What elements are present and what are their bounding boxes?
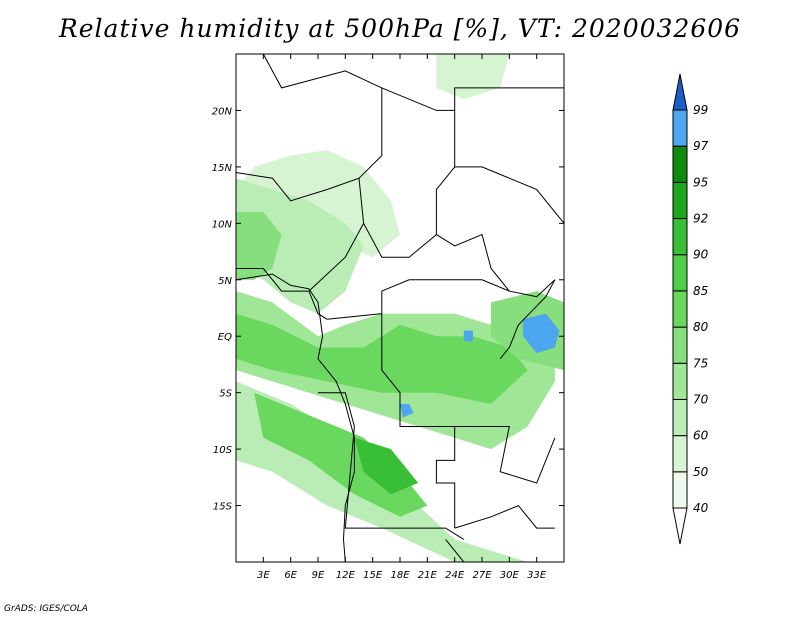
grads-credit: GrADS: IGES/COLA: [4, 604, 88, 614]
colorbar-swatch: [672, 398, 688, 437]
lon-tick-label: 12E: [336, 570, 356, 581]
colorbar: 40 50 60 70 75 80 85 90 92 95 97 99: [672, 73, 709, 545]
colorbar-swatch: [672, 471, 688, 509]
rh-lake-victoria: [523, 313, 560, 354]
colorbar-label: 97: [693, 139, 709, 153]
colorbar-label: 92: [693, 212, 708, 226]
colorbar-label: 60: [693, 429, 709, 443]
map-title: Relative humidity at 500hPa [%], VT: 202…: [58, 14, 742, 43]
lat-tick-label: 5N: [218, 276, 232, 287]
border-line-0: [262, 54, 383, 89]
border-line-16: [445, 539, 465, 562]
lat-tick-label: EQ: [218, 332, 232, 343]
border-line-15: [454, 504, 555, 529]
colorbar-swatch: [672, 109, 688, 147]
colorbar-swatch: [672, 254, 688, 292]
lat-tick-label: 10N: [212, 219, 233, 230]
colorbar-label: 90: [693, 248, 709, 262]
border-line-5: [454, 87, 564, 111]
colorbar-top-arrow: [672, 73, 688, 111]
border-line-8: [308, 223, 365, 292]
country-borders: [236, 54, 564, 562]
humidity-fields: [236, 54, 564, 562]
coastline-0: [236, 273, 355, 562]
colorbar-swatch: [672, 218, 688, 256]
colorbar-label: 50: [693, 465, 709, 479]
colorbar-swatch: [672, 326, 688, 364]
border-line-2: [381, 87, 455, 111]
lon-tick-label: 33E: [527, 570, 547, 581]
rh-west-core: [236, 212, 282, 280]
lon-tick-label: 18E: [390, 570, 410, 581]
colorbar-label: 40: [693, 501, 709, 515]
colorbar-label: 75: [693, 356, 708, 370]
colorbar-label: 95: [693, 175, 708, 189]
colorbar-swatch: [672, 290, 688, 328]
lat-tick-label: 20N: [212, 106, 233, 117]
colorbar-swatch: [672, 181, 688, 220]
lat-tick-label: 10S: [213, 445, 233, 456]
colorbar-swatch: [672, 362, 688, 400]
rh-north-band: [236, 150, 400, 258]
axis-ticks: 3E 6E 9E 12E 15E 18E 21E 24E 27E 30E 33E 20N 15N 10N 5…: [212, 54, 564, 581]
border-line-13: [472, 426, 556, 484]
colorbar-swatch: [672, 145, 688, 183]
colorbar-label: 80: [693, 320, 709, 334]
border-line-11: [318, 392, 465, 540]
lon-tick-label: 9E: [312, 570, 325, 581]
border-line-14: [499, 279, 556, 360]
lon-tick-label: 3E: [257, 570, 270, 581]
rh-lake-patch-2: [463, 330, 473, 342]
lon-tick-label: 6E: [284, 570, 297, 581]
colorbar-bottom-arrow: [672, 507, 688, 545]
lon-tick-label: 30E: [500, 570, 520, 581]
rh-lake-patch-1: [400, 404, 414, 418]
border-line-6: [454, 166, 564, 224]
lat-tick-label: 5S: [219, 389, 232, 400]
colorbar-label: 70: [693, 392, 709, 406]
colorbar-swatch: [672, 435, 688, 473]
lon-tick-label: 21E: [418, 570, 438, 581]
colorbar-label: 99: [693, 103, 708, 117]
border-line-12: [435, 426, 456, 529]
lon-tick-label: 15E: [363, 570, 383, 581]
colorbar-label: 85: [693, 284, 708, 298]
rh-west-africa: [236, 178, 364, 314]
border-line-4: [436, 233, 556, 298]
lat-tick-label: 15N: [212, 163, 233, 174]
rh-angola-deep: [354, 437, 419, 495]
border-line-3: [358, 110, 456, 258]
lon-tick-label: 24E: [445, 570, 465, 581]
border-line-1: [236, 87, 383, 202]
lon-tick-label: 27E: [472, 570, 492, 581]
lat-tick-label: 15S: [213, 502, 233, 513]
